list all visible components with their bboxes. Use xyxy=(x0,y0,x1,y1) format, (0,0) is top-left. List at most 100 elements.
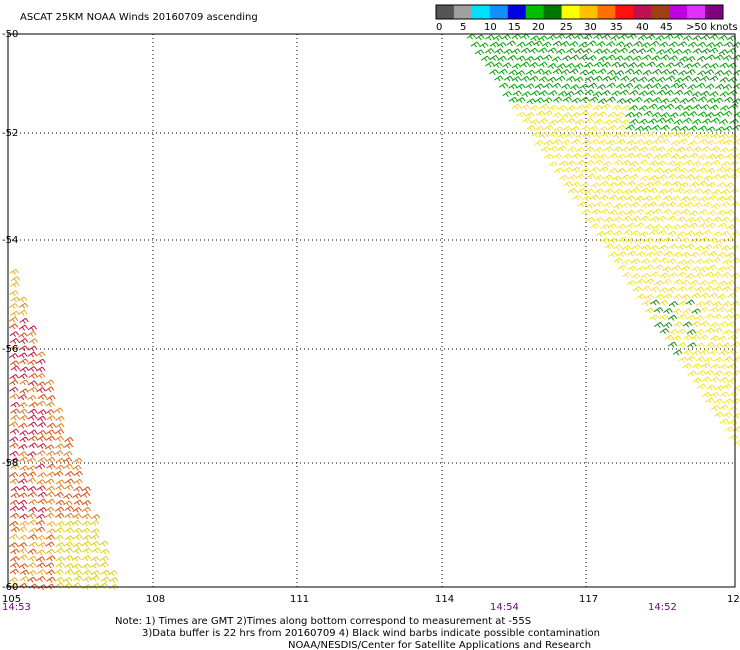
east-wind-barb xyxy=(657,133,667,140)
legend-swatch xyxy=(507,5,527,19)
west-wind-barb xyxy=(36,513,46,520)
east-wind-barb xyxy=(709,62,719,69)
legend-label: 0 xyxy=(436,22,442,33)
east-wind-barb xyxy=(574,48,585,55)
east-wind-barb xyxy=(587,82,598,89)
west-wind-barb xyxy=(27,562,37,569)
east-wind-barb xyxy=(685,174,695,181)
east-wind-barb xyxy=(612,175,622,182)
east-wind-barb xyxy=(529,75,539,82)
east-wind-barb xyxy=(590,166,600,173)
east-wind-barb xyxy=(630,273,641,280)
west-wind-barb xyxy=(27,486,37,492)
east-wind-barb xyxy=(644,294,655,301)
east-wind-barb xyxy=(479,42,489,49)
east-wind-barb xyxy=(565,118,576,124)
east-wind-barb xyxy=(619,89,630,96)
east-wind-barb xyxy=(708,237,718,244)
west-wind-barb xyxy=(53,407,64,414)
west-wind-barb xyxy=(19,388,29,395)
east-wind-barb xyxy=(554,167,564,174)
east-wind-barb xyxy=(614,70,625,77)
east-wind-barb xyxy=(616,138,626,145)
west-wind-barb xyxy=(17,526,28,533)
east-wind-barb xyxy=(529,62,539,68)
east-wind-barb xyxy=(676,243,687,250)
east-wind-barb xyxy=(593,118,604,125)
east-wind-barb xyxy=(672,251,682,258)
east-wind-barb xyxy=(620,75,630,82)
east-wind-barb xyxy=(705,168,716,174)
east-wind-barb xyxy=(558,174,569,181)
west-wind-barb xyxy=(44,506,55,513)
east-wind-barb xyxy=(589,194,600,201)
west-wind-barb xyxy=(18,302,29,309)
east-wind-barb xyxy=(684,201,694,208)
west-wind-barb xyxy=(36,450,46,457)
east-wind-barb xyxy=(693,230,703,237)
east-wind-barb xyxy=(588,125,599,132)
east-wind-barb xyxy=(629,145,639,152)
west-wind-barb xyxy=(9,379,19,386)
east-wind-barb xyxy=(698,222,708,229)
west-wind-barb xyxy=(19,379,29,386)
east-wind-barb xyxy=(709,322,719,329)
west-wind-barb xyxy=(19,456,29,463)
east-wind-barb xyxy=(709,91,719,98)
east-wind-barb xyxy=(544,124,554,131)
legend-swatch xyxy=(543,5,563,19)
east-wind-barb xyxy=(680,196,690,202)
east-wind-barb xyxy=(641,42,651,49)
east-wind-barb xyxy=(724,153,735,160)
east-wind-barb xyxy=(556,117,567,124)
west-wind-barb xyxy=(10,401,20,408)
east-wind-barb xyxy=(623,55,634,62)
east-wind-barb xyxy=(719,147,729,154)
east-wind-barb xyxy=(520,75,531,82)
west-wind-barb xyxy=(72,493,82,499)
east-wind-barb xyxy=(645,209,655,216)
longitude-label: 120 xyxy=(727,594,740,605)
west-wind-barb xyxy=(45,512,55,519)
west-wind-barb xyxy=(28,345,38,352)
west-wind-barb xyxy=(72,569,83,576)
east-wind-barb xyxy=(688,210,699,217)
east-wind-barb xyxy=(569,41,579,48)
legend-swatch xyxy=(453,5,473,19)
east-wind-barb xyxy=(582,48,593,55)
east-wind-barb xyxy=(667,230,677,237)
east-wind-barb xyxy=(723,41,734,48)
east-wind-barb xyxy=(683,146,694,153)
east-wind-barb xyxy=(668,301,679,307)
east-wind-barb xyxy=(555,33,566,40)
east-wind-barb xyxy=(653,250,663,257)
east-wind-barb xyxy=(705,42,716,49)
west-wind-barb xyxy=(8,577,19,584)
east-wind-barb xyxy=(557,145,567,152)
east-wind-barb xyxy=(719,376,729,383)
west-wind-barb xyxy=(36,366,46,373)
east-wind-barb xyxy=(705,397,715,404)
west-wind-barb xyxy=(28,541,38,548)
east-wind-barb xyxy=(636,62,647,69)
east-wind-barb xyxy=(658,244,668,251)
east-wind-barb xyxy=(703,299,713,306)
west-wind-barb xyxy=(54,534,64,541)
east-wind-barb xyxy=(704,327,715,334)
east-wind-barb xyxy=(666,187,676,194)
east-wind-barb xyxy=(709,335,720,342)
east-wind-barb xyxy=(670,82,680,89)
east-wind-barb xyxy=(613,257,623,264)
east-wind-barb xyxy=(610,34,620,41)
east-wind-barb xyxy=(629,173,639,180)
west-wind-barb xyxy=(27,548,37,555)
legend-label: >50 knots xyxy=(686,22,738,33)
west-wind-barb xyxy=(46,528,56,535)
east-wind-barb xyxy=(557,132,567,139)
east-wind-barb xyxy=(670,97,680,104)
east-wind-barb xyxy=(548,161,558,168)
west-wind-barb xyxy=(55,521,65,528)
time-label: 14:54 xyxy=(490,602,519,613)
east-wind-barb xyxy=(692,377,702,384)
east-wind-barb xyxy=(665,131,676,138)
